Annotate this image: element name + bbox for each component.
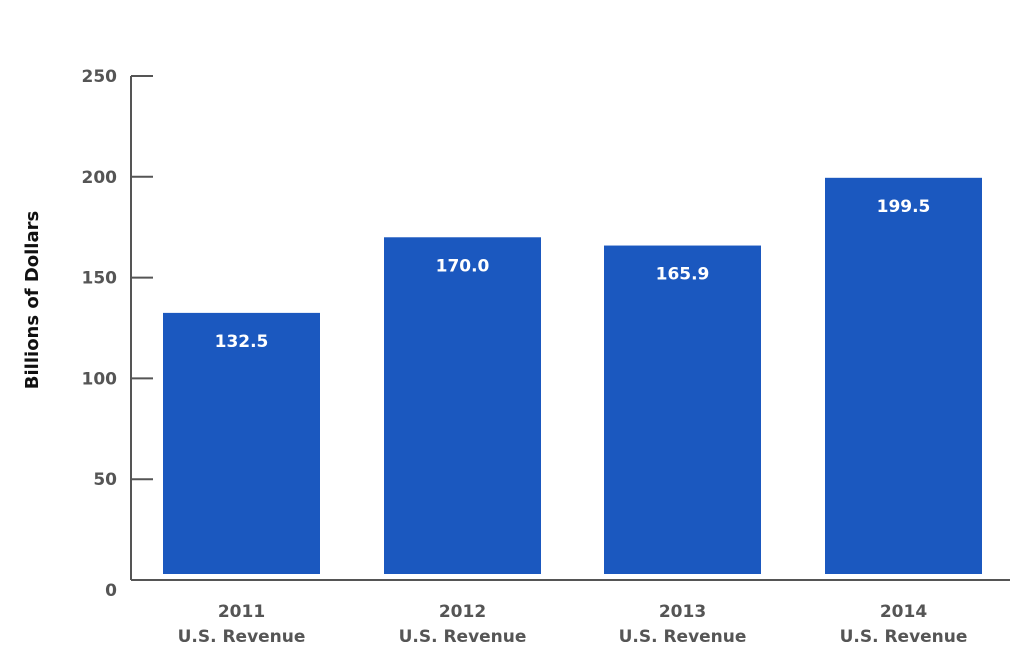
y-axis: 0 50 100 150 200 250 xyxy=(82,67,153,601)
bar-2011 xyxy=(163,312,320,574)
data-label: 170.0 xyxy=(436,256,490,276)
x-tick-label-year: 2014 xyxy=(880,602,927,622)
y-tick-label: 200 xyxy=(82,168,118,188)
x-tick-label-series: U.S. Revenue xyxy=(619,627,747,647)
x-tick-label-year: 2013 xyxy=(659,602,706,622)
y-axis-label: Billions of Dollars xyxy=(22,211,43,389)
data-label: 199.5 xyxy=(877,197,931,217)
y-tick-label: 250 xyxy=(82,67,118,87)
x-axis: 2011 U.S. Revenue 2012 U.S. Revenue 2013 U.S.… xyxy=(131,579,1010,647)
y-tick-label: 0 xyxy=(105,581,117,601)
x-tick-label-series: U.S. Revenue xyxy=(178,627,306,647)
y-tick-label: 150 xyxy=(82,269,118,289)
x-tick-label-year: 2012 xyxy=(439,602,486,622)
x-tick-label-year: 2011 xyxy=(218,602,265,622)
bar-2013 xyxy=(604,245,761,574)
x-tick-label-series: U.S. Revenue xyxy=(399,627,527,647)
data-label: 132.5 xyxy=(215,332,269,352)
bars: 132.5 170.0 165.9 199.5 xyxy=(163,177,982,575)
y-tick-label: 50 xyxy=(93,470,117,490)
y-tick-label: 100 xyxy=(82,369,118,389)
data-label: 165.9 xyxy=(656,265,710,285)
bar-2014 xyxy=(825,177,982,575)
x-tick-label-series: U.S. Revenue xyxy=(840,627,968,647)
bar-2012 xyxy=(384,237,541,574)
